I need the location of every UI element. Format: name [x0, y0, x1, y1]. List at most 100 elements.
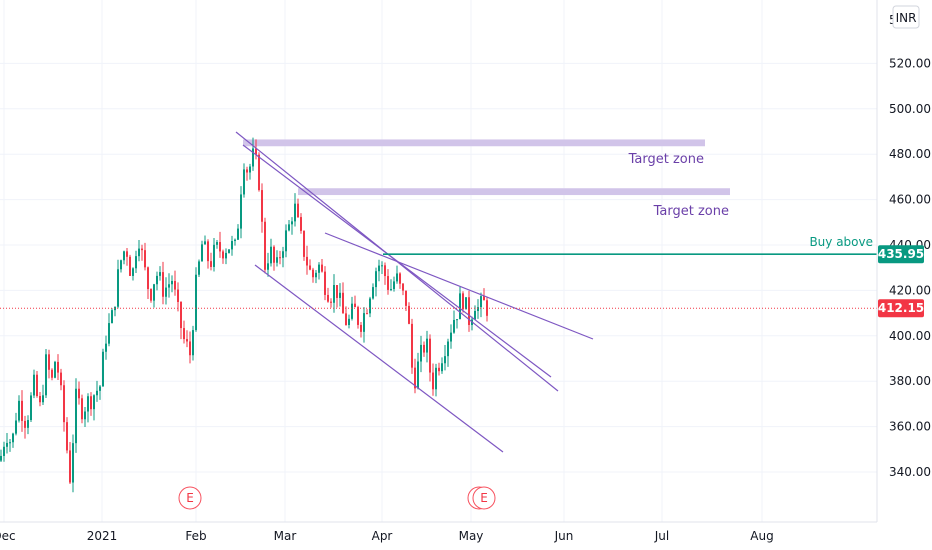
candle-body — [78, 388, 80, 399]
candle-body — [282, 251, 284, 258]
trendlines[interactable] — [235, 131, 594, 453]
candle-body — [51, 369, 53, 378]
candle-body — [57, 361, 59, 373]
candle-body — [330, 301, 332, 303]
candle-body — [294, 203, 296, 222]
candle-body — [396, 273, 398, 282]
candle-body — [120, 260, 122, 270]
candle-body — [387, 276, 389, 290]
candle-body — [30, 395, 32, 421]
candle-body — [123, 251, 125, 261]
candle-body — [36, 374, 38, 397]
candle-body — [258, 154, 260, 191]
candle-body — [375, 271, 377, 288]
candle-body — [474, 310, 476, 320]
candle-body — [261, 190, 263, 222]
candle-body — [18, 400, 20, 421]
candle-body — [378, 265, 380, 272]
candle-body — [144, 250, 146, 268]
candle-body — [450, 332, 452, 342]
x-tick-label: Feb — [185, 529, 206, 543]
earnings-marker[interactable]: E — [467, 486, 496, 510]
candle-body — [63, 385, 65, 423]
candles — [0, 137, 488, 493]
candle-body — [429, 338, 431, 373]
candle-body — [339, 292, 341, 298]
candle-body — [48, 354, 50, 370]
x-axis[interactable]: Dec 2021 Feb Mar Apr May Jun Jul Aug — [0, 521, 877, 543]
x-tick-label: Dec — [0, 529, 16, 543]
candle-body — [93, 395, 95, 410]
candle-body — [402, 283, 404, 291]
candle-body — [363, 313, 365, 332]
candle-body — [279, 257, 281, 259]
candle-body — [105, 343, 107, 352]
candle-body — [96, 390, 98, 396]
candle-body — [42, 395, 44, 403]
candle-body — [369, 298, 371, 314]
y-axis[interactable]: 340.00360.00380.00400.00420.00440.00460.… — [876, 0, 931, 522]
x-tick-label: Mar — [274, 529, 297, 543]
candle-body — [252, 148, 254, 167]
candle-body — [291, 221, 293, 225]
candle-body — [345, 313, 347, 325]
candle-body — [309, 265, 311, 270]
candle-body — [384, 265, 386, 277]
candle-body — [321, 264, 323, 272]
candle-body — [138, 248, 140, 257]
candle-body — [480, 296, 482, 308]
x-tick-label: Jun — [554, 529, 574, 543]
candle-body — [180, 301, 182, 329]
target-zone-label: Target zone — [653, 204, 729, 219]
candle-body — [129, 256, 131, 276]
candle-body — [132, 268, 134, 276]
x-tick-label: Apr — [372, 529, 393, 543]
candle-body — [72, 443, 74, 483]
candle-body — [417, 361, 419, 389]
y-tick-labels: 340.00360.00380.00400.00420.00440.00460.… — [889, 13, 931, 479]
trendline[interactable] — [254, 264, 504, 453]
candle-body — [126, 251, 128, 257]
candle-body — [75, 388, 77, 444]
candle-body — [432, 372, 434, 390]
target-zone-rect[interactable] — [243, 139, 705, 147]
candle-body — [111, 310, 113, 324]
candle-body — [456, 319, 458, 321]
candle-body — [285, 230, 287, 252]
candle-body — [366, 313, 368, 315]
target-zone-rect[interactable] — [298, 188, 730, 196]
currency-badge[interactable]: INR — [892, 5, 920, 29]
candle-body — [264, 221, 266, 270]
candle-body — [408, 305, 410, 324]
candle-body — [150, 289, 152, 301]
candle-body — [315, 272, 317, 278]
trendline[interactable] — [324, 232, 594, 340]
candle-body — [204, 241, 206, 245]
candle-body — [15, 420, 17, 434]
candle-body — [357, 307, 359, 325]
candle-body — [414, 367, 416, 389]
y-tick-label: 340.00 — [889, 465, 931, 479]
candle-body — [222, 251, 224, 259]
candle-body — [441, 363, 443, 372]
candle-body — [393, 281, 395, 290]
earnings-marker[interactable]: E — [178, 486, 202, 510]
candle-body — [66, 422, 68, 451]
candle-body — [24, 420, 26, 428]
candle-body — [225, 252, 227, 259]
candle-body — [297, 203, 299, 218]
candle-body — [276, 257, 278, 263]
candle-body — [69, 450, 71, 483]
candle-body — [12, 433, 14, 443]
candle-body — [219, 242, 221, 252]
candle-body — [342, 292, 344, 314]
candle-body — [216, 242, 218, 245]
candle-body — [234, 239, 236, 242]
candle-body — [405, 290, 407, 306]
candle-body — [288, 224, 290, 231]
candle-body — [195, 274, 197, 331]
x-tick-label: May — [459, 529, 484, 543]
